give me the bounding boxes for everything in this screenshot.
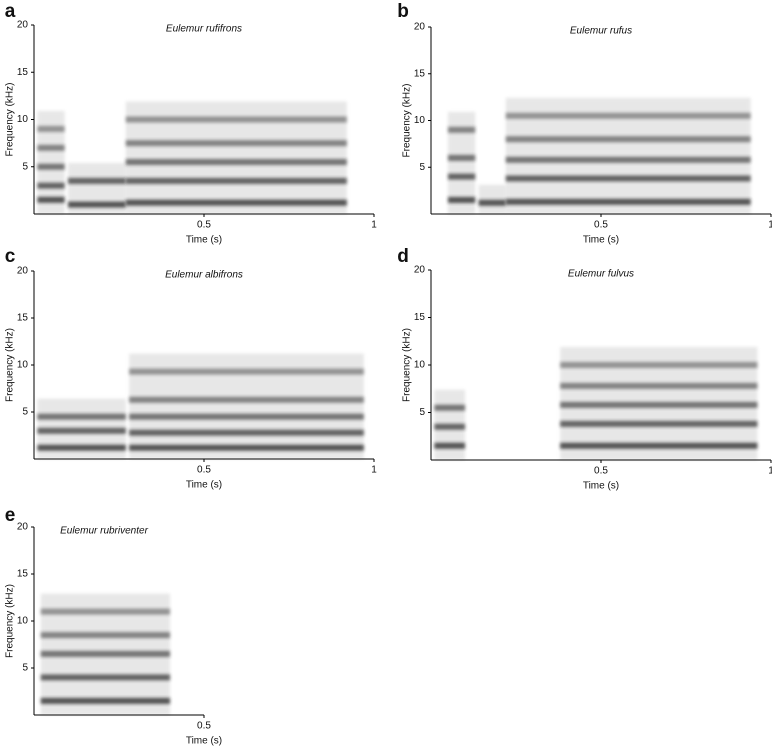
- chart-title: Eulemur albifrons: [165, 270, 243, 281]
- panel-label: c: [5, 246, 16, 267]
- harmonic-band: [478, 199, 506, 206]
- y-axis-label: Frequency (kHz): [5, 328, 16, 402]
- y-tick-label: 10: [17, 114, 29, 125]
- y-tick-label: 15: [414, 68, 426, 79]
- harmonic-band: [505, 156, 751, 163]
- harmonic-band: [560, 442, 758, 449]
- harmonic-band: [125, 177, 347, 184]
- y-axis-label: Frequency (kHz): [402, 328, 413, 402]
- harmonic-band: [129, 396, 364, 403]
- harmonic-band: [40, 632, 170, 639]
- harmonic-band: [560, 362, 758, 368]
- harmonic-band: [448, 154, 476, 161]
- x-axis-label: Time (s): [583, 481, 619, 492]
- y-tick-label: 15: [17, 569, 29, 580]
- harmonic-band: [560, 420, 758, 427]
- x-tick-label: 0.5: [594, 466, 608, 477]
- harmonic-band: [40, 697, 170, 704]
- harmonic-band: [505, 136, 751, 143]
- harmonic-band: [40, 650, 170, 657]
- harmonic-band: [37, 413, 126, 420]
- harmonic-band: [68, 177, 126, 184]
- y-tick-label: 20: [17, 20, 29, 31]
- chart-title: Eulemur rubriventer: [60, 526, 148, 537]
- harmonic-band: [560, 401, 758, 408]
- harmonic-band: [125, 159, 347, 166]
- chart-title: Eulemur rufus: [570, 26, 632, 37]
- harmonic-band: [505, 112, 751, 119]
- y-tick-label: 20: [17, 266, 29, 277]
- harmonic-band: [129, 429, 364, 436]
- harmonic-band: [40, 674, 170, 681]
- y-axis-label: Frequency (kHz): [5, 83, 16, 157]
- y-tick-label: 20: [414, 22, 426, 33]
- x-tick-label: 1: [371, 465, 377, 476]
- y-tick-label: 10: [17, 360, 29, 371]
- x-axis-label: Time (s): [186, 480, 222, 491]
- harmonic-band: [505, 198, 751, 205]
- harmonic-band: [448, 173, 476, 180]
- harmonic-band: [125, 199, 347, 206]
- harmonic-band: [125, 116, 347, 123]
- harmonic-band: [448, 126, 476, 133]
- panel-label: e: [5, 505, 16, 526]
- y-tick-label: 10: [414, 115, 426, 126]
- harmonic-band: [37, 163, 65, 170]
- x-tick-label: 1: [371, 220, 377, 231]
- x-tick-label: 0.5: [594, 220, 608, 231]
- harmonic-band: [434, 442, 465, 449]
- harmonic-band: [37, 125, 65, 132]
- harmonic-band: [129, 368, 364, 375]
- harmonic-band: [68, 201, 126, 208]
- harmonic-band: [40, 608, 170, 615]
- x-tick-label: 1: [768, 466, 772, 477]
- x-tick-label: 0.5: [197, 721, 211, 732]
- harmonic-band: [448, 196, 476, 203]
- harmonic-band: [505, 175, 751, 182]
- x-axis-label: Time (s): [186, 736, 222, 747]
- chart-title: Eulemur fulvus: [568, 269, 634, 280]
- harmonic-band: [37, 427, 126, 434]
- x-tick-label: 0.5: [197, 220, 211, 231]
- y-tick-label: 5: [22, 663, 28, 674]
- panel-label: d: [397, 246, 409, 267]
- harmonic-band: [129, 413, 364, 420]
- x-tick-label: 1: [768, 220, 772, 231]
- y-tick-label: 5: [419, 407, 425, 418]
- y-tick-label: 20: [17, 522, 29, 533]
- panel-label: a: [5, 1, 16, 22]
- harmonic-band: [560, 382, 758, 389]
- y-tick-label: 5: [22, 161, 28, 172]
- harmonic-band: [37, 196, 65, 203]
- y-tick-label: 15: [414, 312, 426, 323]
- x-axis-label: Time (s): [186, 235, 222, 246]
- y-tick-label: 5: [22, 407, 28, 418]
- y-tick-label: 10: [414, 360, 426, 371]
- y-tick-label: 10: [17, 616, 29, 627]
- harmonic-band: [37, 182, 65, 189]
- y-axis-label: Frequency (kHz): [402, 84, 413, 158]
- y-tick-label: 15: [17, 313, 29, 324]
- panel-label: b: [397, 1, 409, 22]
- chart-title: Eulemur rufifrons: [166, 24, 242, 35]
- x-axis-label: Time (s): [583, 235, 619, 246]
- harmonic-band: [129, 444, 364, 451]
- x-tick-label: 0.5: [197, 465, 211, 476]
- y-axis-label: Frequency (kHz): [5, 584, 16, 658]
- harmonic-band: [434, 404, 465, 411]
- harmonic-band: [37, 144, 65, 151]
- y-tick-label: 5: [419, 162, 425, 173]
- y-tick-label: 15: [17, 67, 29, 78]
- harmonic-band: [434, 423, 465, 430]
- harmonic-band: [125, 140, 347, 147]
- spectrogram-noise: [478, 184, 506, 214]
- y-tick-label: 20: [414, 265, 426, 276]
- harmonic-band: [37, 444, 126, 451]
